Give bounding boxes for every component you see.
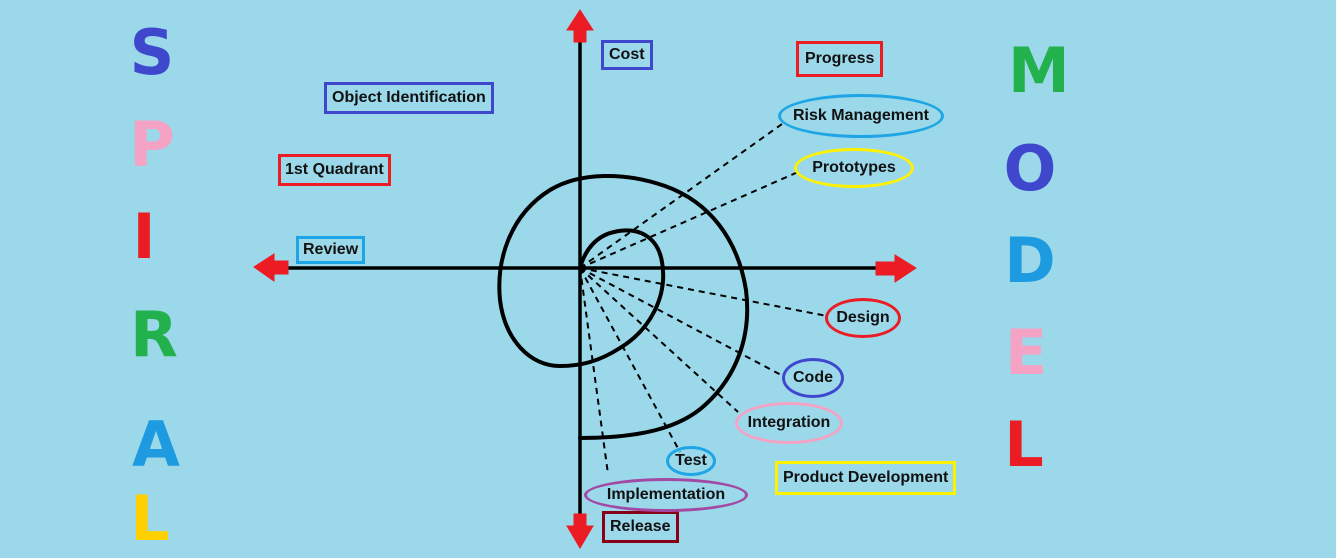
integration-oval: Integration	[735, 402, 843, 444]
connector-prototypes	[579, 171, 799, 269]
object-identification-label: Object Identification	[324, 82, 494, 114]
arrow-right-icon	[875, 254, 917, 283]
first-quadrant-label: 1st Quadrant	[278, 154, 391, 186]
spiral-curve	[497, 174, 750, 440]
model-letter: O	[1003, 132, 1057, 205]
implementation-oval: Implementation	[584, 478, 748, 512]
connector-integration	[579, 267, 739, 413]
prototypes-oval: Prototypes	[794, 148, 914, 188]
spiral-letter: L	[130, 482, 170, 555]
review-label: Review	[296, 236, 366, 264]
design-oval: Design	[825, 298, 901, 338]
cost-label: Cost	[601, 40, 653, 70]
spiral-letter: S	[129, 16, 175, 89]
arrow-down-icon	[566, 513, 594, 549]
model-letter: E	[1004, 316, 1048, 389]
code-oval: Code	[782, 358, 844, 398]
product-development-label: Product Development	[775, 461, 957, 495]
spiral-letter: A	[132, 408, 180, 481]
risk-management-oval: Risk Management	[778, 94, 944, 138]
arrow-up-icon	[566, 9, 594, 43]
arrow-left-icon	[253, 253, 289, 282]
model-letter: M	[1008, 34, 1070, 107]
connector-test	[579, 267, 681, 453]
test-oval: Test	[666, 446, 716, 476]
spiral-letter: R	[130, 298, 178, 371]
connector-implementation	[579, 267, 609, 475]
connector-risk-management	[579, 123, 783, 269]
model-letter: D	[1004, 224, 1056, 297]
connector-code	[579, 267, 784, 377]
model-letter: L	[1004, 408, 1044, 481]
spiral-letter: I	[132, 200, 156, 273]
spiral-letter: P	[129, 108, 175, 181]
progress-label: Progress	[796, 41, 884, 77]
release-label: Release	[602, 511, 679, 543]
connector-design	[579, 267, 828, 317]
